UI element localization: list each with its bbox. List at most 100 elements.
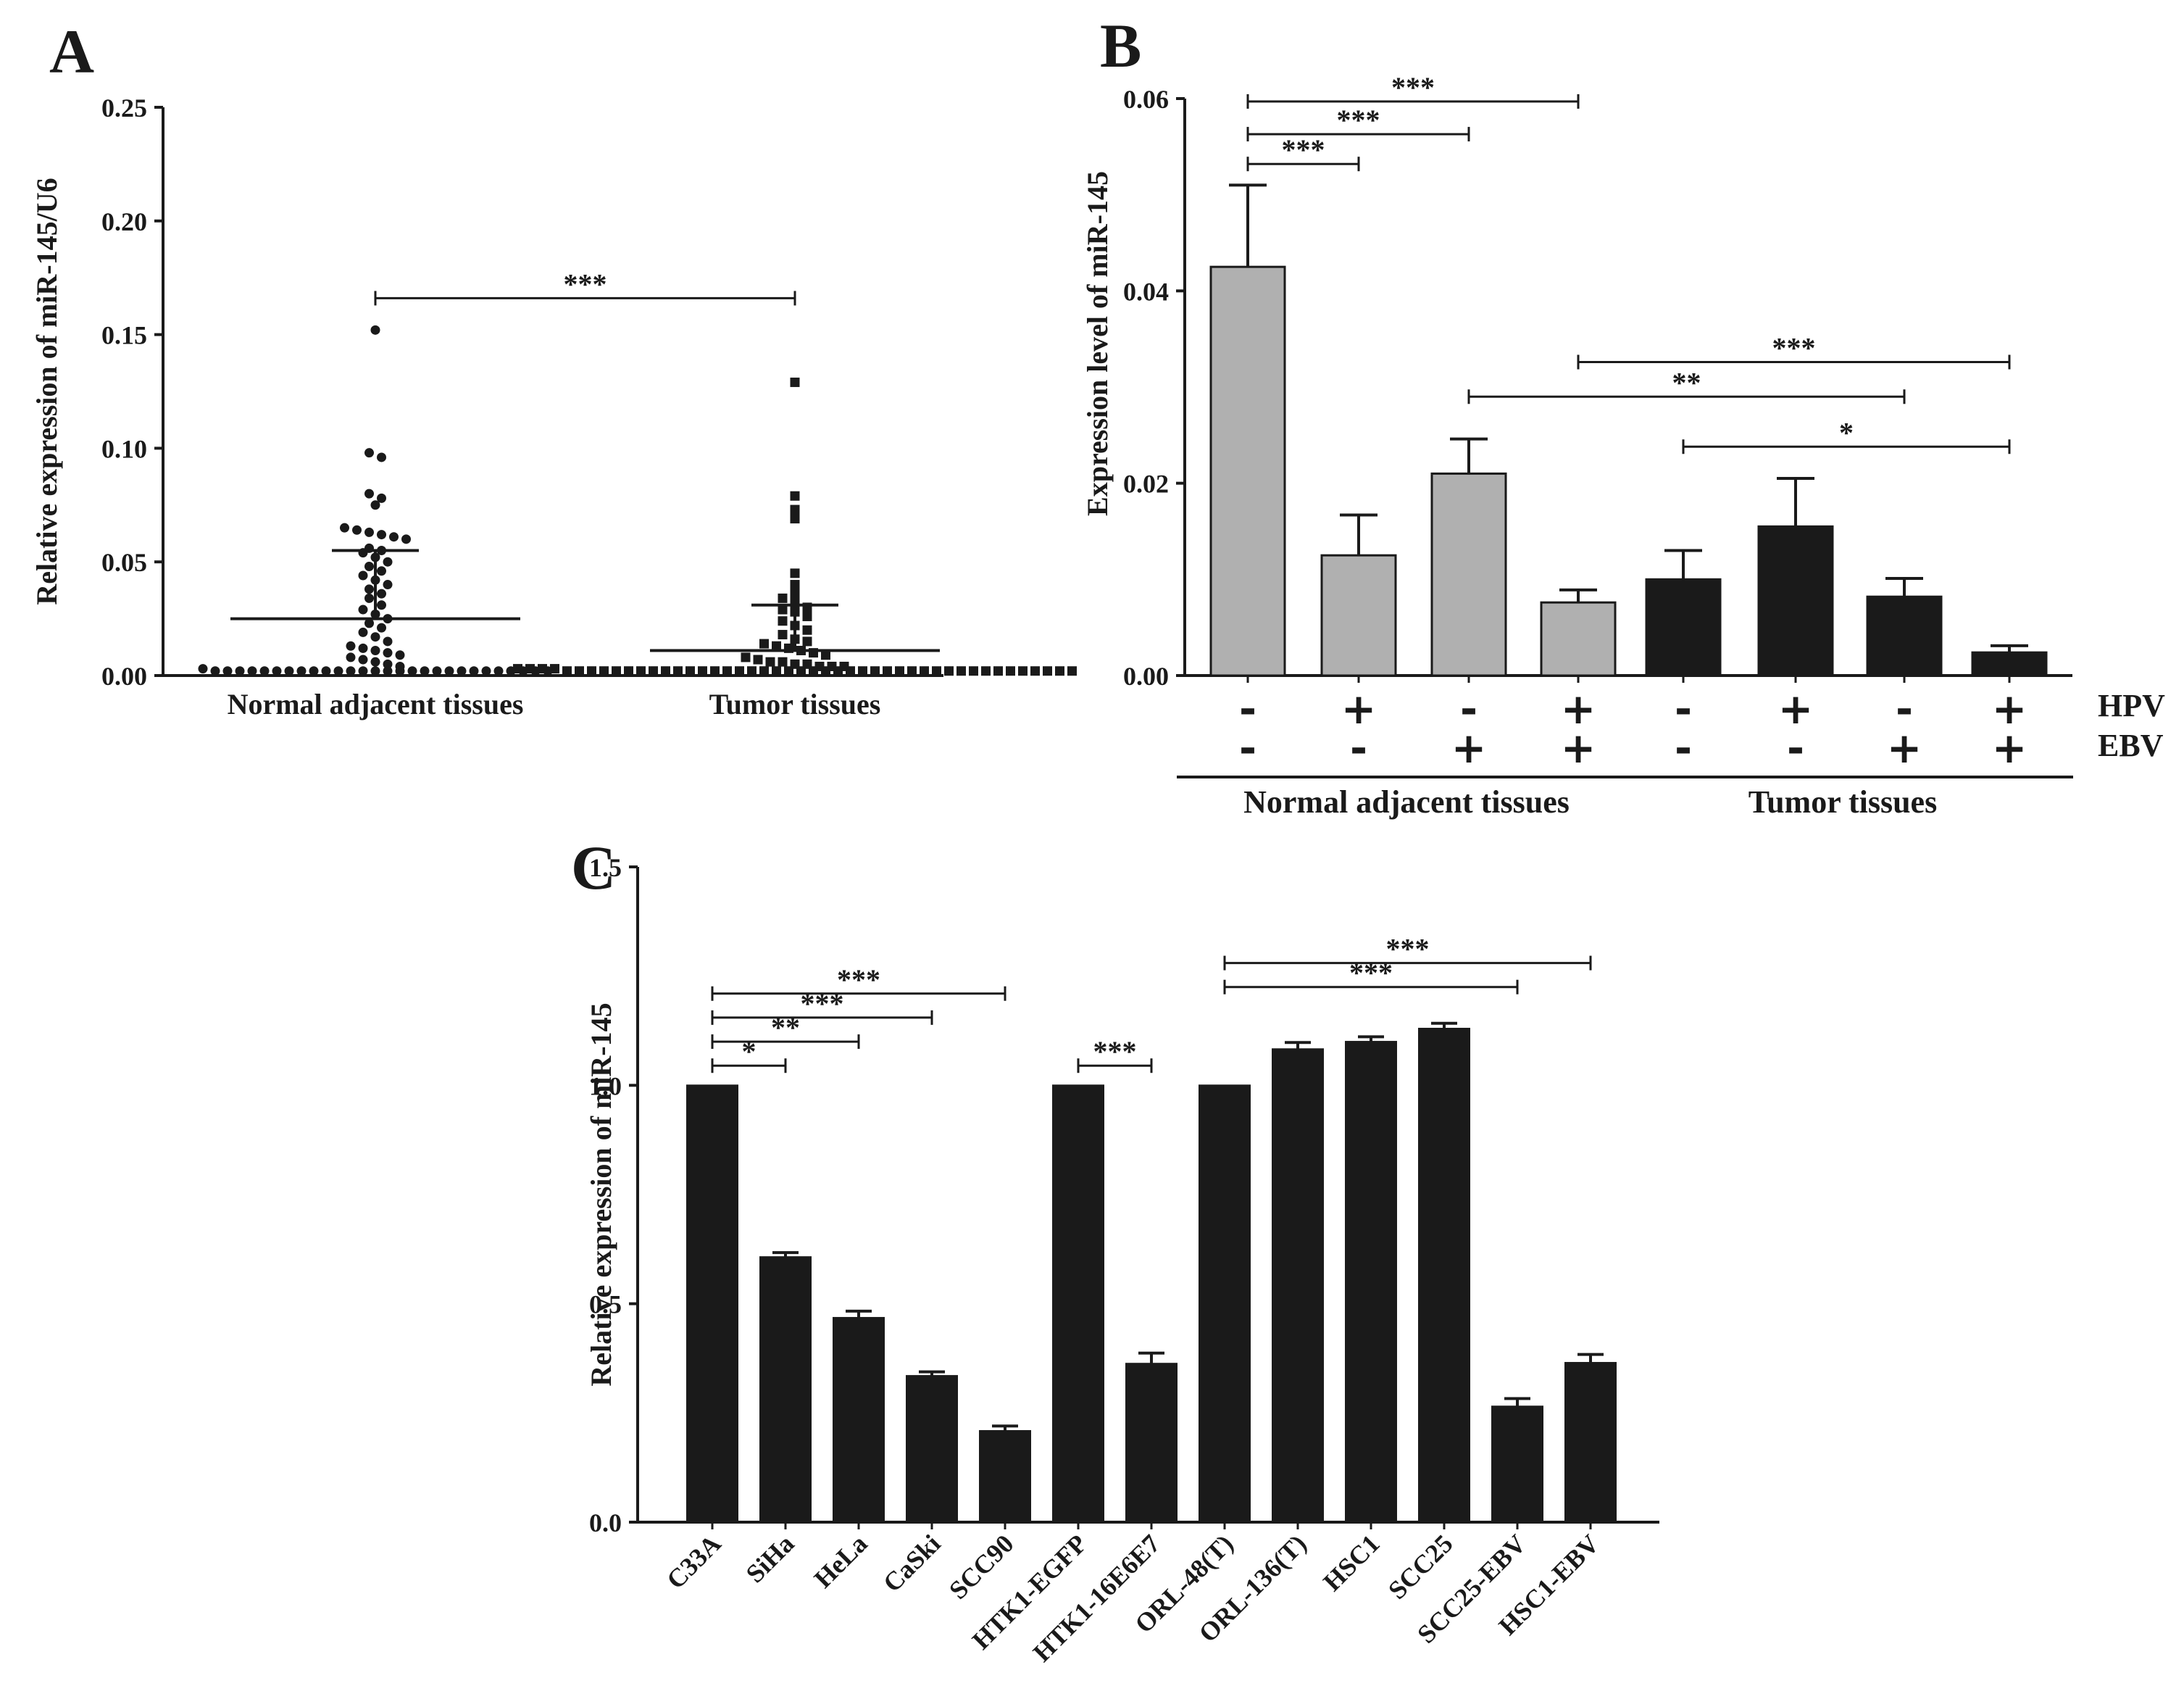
ebv-sign: -	[1350, 723, 1367, 773]
data-point	[790, 514, 800, 524]
significance-label: **	[771, 1011, 800, 1044]
bar	[1320, 554, 1397, 677]
ebv-sign: +	[1451, 723, 1487, 773]
data-point	[346, 641, 356, 651]
y-tick-label: 1.5	[589, 853, 622, 882]
data-point	[809, 666, 818, 676]
x-category-label: Normal adjacent tissues	[228, 688, 524, 720]
data-point	[235, 666, 245, 676]
data-point	[796, 666, 806, 676]
data-point	[944, 666, 954, 676]
data-point	[562, 666, 572, 676]
significance-label: ***	[1349, 957, 1393, 989]
data-point	[772, 641, 781, 651]
data-point	[846, 666, 855, 676]
y-tick-label: 0.04	[1123, 277, 1169, 306]
panel-label-a: A	[49, 17, 94, 86]
ebv-sign: +	[1992, 723, 2027, 773]
hpv-sign: +	[1561, 684, 1596, 734]
bar	[1125, 1363, 1178, 1524]
data-point	[759, 666, 769, 676]
data-point	[370, 666, 380, 676]
significance-label: ***	[837, 963, 880, 996]
data-point	[920, 666, 929, 676]
data-point	[346, 666, 356, 676]
data-point	[407, 666, 417, 676]
data-point	[858, 666, 867, 676]
bar	[1418, 1027, 1470, 1523]
data-point	[377, 452, 386, 462]
x-category-label: SiHa	[741, 1529, 800, 1588]
data-point	[383, 666, 393, 676]
x-category-label: HeLa	[809, 1529, 873, 1593]
data-point	[364, 618, 374, 628]
data-point	[778, 605, 788, 615]
data-point	[698, 666, 707, 676]
data-point	[802, 611, 812, 621]
data-point	[493, 666, 504, 676]
data-point	[370, 325, 380, 335]
bar	[979, 1430, 1031, 1524]
data-point	[790, 491, 800, 501]
panel-c: C 0.0 0.5 1.0 1.5 Relative expression of miR-…	[571, 833, 1659, 1667]
data-point	[790, 504, 800, 515]
data-point	[821, 666, 830, 676]
data-point	[420, 666, 430, 676]
bar	[1430, 472, 1507, 677]
y-tick-label: 0.02	[1123, 470, 1169, 499]
significance-label: ***	[1391, 71, 1435, 104]
data-point	[377, 623, 386, 633]
data-point	[1055, 666, 1064, 676]
data-point	[309, 666, 319, 676]
data-point	[364, 593, 374, 603]
group-label: Normal adjacent tissues	[1243, 784, 1570, 820]
data-point	[364, 448, 374, 458]
data-point	[575, 666, 584, 676]
y-tick-label: 0.06	[1123, 85, 1169, 114]
panel-a: A 0.00 0.05 0.10 0.15 0.20 0.25 Relative expres…	[30, 17, 1077, 720]
bar	[1199, 1084, 1251, 1524]
data-point	[821, 650, 830, 660]
data-point	[383, 636, 393, 647]
data-point	[395, 666, 405, 676]
data-point	[272, 666, 282, 676]
data-point	[883, 666, 892, 676]
hpv-sign: -	[1896, 684, 1913, 734]
data-point	[538, 664, 547, 674]
data-point	[790, 568, 800, 578]
y-axis-label: Relative expression of miR-145/U6	[30, 178, 63, 605]
data-point	[735, 666, 744, 676]
data-point	[383, 580, 393, 590]
bar	[759, 1256, 812, 1523]
data-point	[802, 636, 812, 647]
bar	[1272, 1048, 1324, 1523]
data-point	[993, 666, 1003, 676]
data-point	[358, 655, 368, 665]
data-point	[685, 666, 695, 676]
data-point	[352, 525, 362, 535]
data-point	[759, 639, 769, 649]
hpv-sign: -	[1460, 684, 1477, 734]
data-point	[377, 600, 386, 610]
hpv-sign: +	[1341, 684, 1377, 734]
hpv-sign: +	[1778, 684, 1814, 734]
data-point	[525, 664, 535, 674]
data-point	[513, 664, 522, 674]
ebv-sign: -	[1675, 723, 1692, 773]
y-tick-label: 0.20	[101, 207, 147, 236]
significance-label: ***	[1386, 933, 1430, 965]
data-point	[802, 625, 812, 635]
ebv-sign: +	[1561, 723, 1596, 773]
data-point	[377, 589, 386, 599]
data-point	[377, 566, 386, 576]
panel-label-b: B	[1100, 11, 1141, 80]
x-category-label: Tumor tissues	[709, 688, 881, 720]
data-point	[358, 643, 368, 653]
data-point	[981, 666, 991, 676]
data-point	[778, 593, 788, 603]
data-point	[624, 666, 633, 676]
y-tick-label: 0.05	[101, 548, 147, 577]
data-point	[833, 666, 843, 676]
data-point	[432, 666, 442, 676]
